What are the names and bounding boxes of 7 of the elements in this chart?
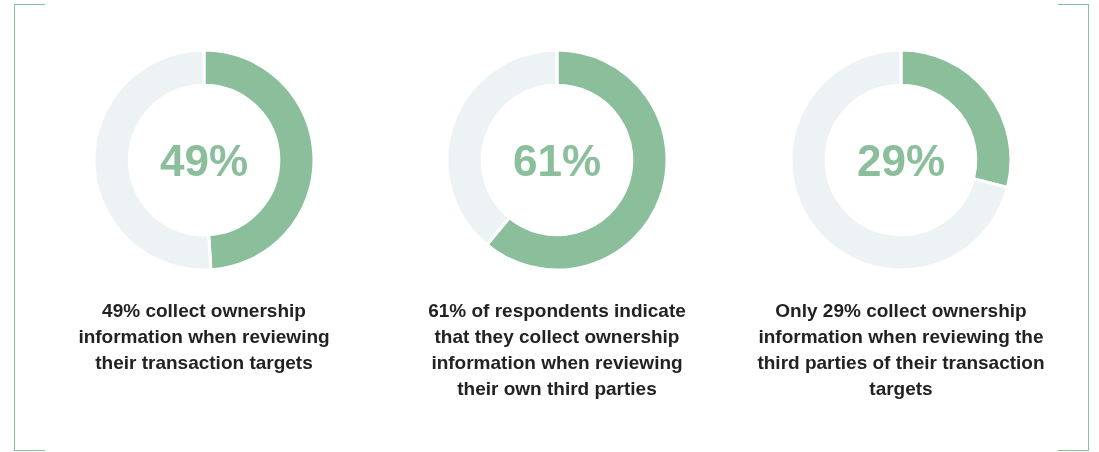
text: Only 29% collect ownership information when reviewing the third parties of their transaction targets (756, 299, 1046, 401)
donut-slice (789, 50, 1010, 270)
text: 49% (160, 136, 249, 185)
text: 29% (857, 136, 946, 185)
text: 61% (513, 136, 602, 185)
text: 49% collect ownership information when reviewing their transaction targets (77, 299, 331, 375)
text: 61% of respondents indicate that they collect ownership information when reviewing their own third parties (427, 299, 687, 401)
